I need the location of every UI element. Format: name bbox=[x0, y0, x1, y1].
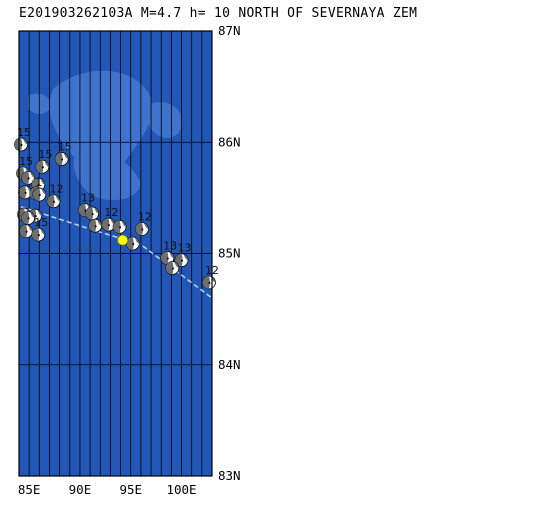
focal-mechanism-beachball bbox=[19, 224, 34, 239]
latitude-label: 86N bbox=[218, 134, 241, 149]
map-border bbox=[18, 30, 213, 477]
focal-mechanism-beachball: 12 bbox=[202, 264, 219, 290]
focal-mechanism-beachball bbox=[18, 185, 32, 200]
event-label: 13 bbox=[178, 242, 192, 255]
focal-mechanism-beachball: 1 bbox=[32, 176, 47, 202]
land-layer bbox=[28, 70, 183, 201]
latitude-label: 85N bbox=[218, 246, 241, 261]
event-label: 15 bbox=[34, 216, 48, 229]
focal-mechanism-beachball: 12 bbox=[46, 183, 64, 209]
epicenter-marker bbox=[117, 234, 128, 246]
island-shape bbox=[146, 102, 183, 138]
event-label: 15 bbox=[38, 148, 52, 161]
event-label: 15 bbox=[58, 140, 72, 153]
focal-mechanism-beachball bbox=[88, 218, 103, 233]
focal-mechanism-beachball: 15 bbox=[54, 140, 72, 166]
focal-mechanism-beachball bbox=[125, 236, 140, 251]
graticule bbox=[19, 31, 212, 476]
event-label: 12 bbox=[50, 183, 64, 196]
longitude-label: 95E bbox=[119, 482, 142, 497]
focal-mechanism-beachball: 13 bbox=[78, 192, 95, 218]
longitude-label: 100E bbox=[166, 482, 196, 497]
focal-mechanism-beachball bbox=[85, 206, 100, 221]
latitude-label: 83N bbox=[218, 468, 241, 483]
focal-mechanism-beachball: 12 bbox=[135, 211, 152, 236]
longitude-label: 90E bbox=[69, 482, 92, 497]
longitude-label: 85E bbox=[18, 482, 41, 497]
focal-mechanism-beachball bbox=[165, 261, 180, 275]
event-label: 13 bbox=[81, 192, 95, 205]
longitude-labels: 85E 90E 95E 100E bbox=[18, 482, 197, 497]
focal-mechanism-beachball: 15 bbox=[14, 126, 31, 152]
map-title: E201903262103A M=4.7 h= 10 NORTH OF SEVE… bbox=[19, 6, 418, 21]
event-label: 1 bbox=[35, 176, 42, 189]
event-label: 12 bbox=[138, 211, 152, 224]
event-label: 15 bbox=[19, 155, 33, 168]
latitude-label: 84N bbox=[218, 357, 241, 372]
focal-mechanism-beachball bbox=[21, 170, 36, 185]
latitude-labels: 87N 86N 85N 84N 83N bbox=[218, 23, 241, 483]
focal-mechanism-beachball bbox=[112, 219, 127, 234]
focal-mechanism-beachball: 13 bbox=[160, 239, 177, 265]
focal-mechanism-beachball bbox=[21, 210, 36, 225]
focal-mechanism-beachball: 15 bbox=[31, 216, 48, 242]
event-label: 12 bbox=[104, 206, 118, 219]
focal-mechanism-beachball: 15 bbox=[35, 148, 52, 174]
event-label: 13 bbox=[163, 239, 177, 252]
event-label: 15 bbox=[17, 126, 31, 139]
island-shape bbox=[49, 70, 152, 172]
latitude-label: 87N bbox=[218, 23, 241, 38]
